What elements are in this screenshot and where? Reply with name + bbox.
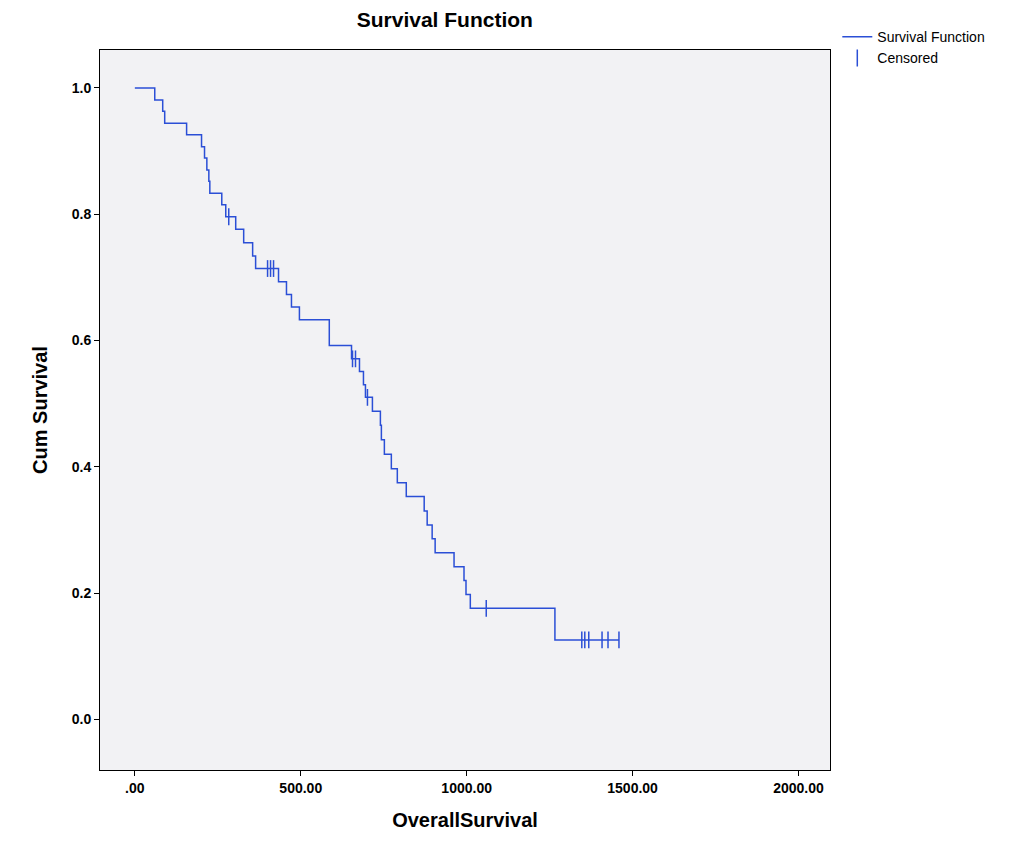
svg-text:0.2: 0.2	[72, 585, 92, 601]
svg-text:0.4: 0.4	[72, 459, 92, 475]
svg-text:0.8: 0.8	[72, 206, 92, 222]
svg-text:Censored: Censored	[877, 50, 938, 66]
svg-text:OverallSurvival: OverallSurvival	[392, 809, 538, 831]
svg-text:500.00: 500.00	[279, 780, 322, 796]
svg-text:Survival Function: Survival Function	[877, 29, 984, 45]
svg-text:1000.00: 1000.00	[441, 780, 492, 796]
svg-text:.00: .00	[125, 780, 145, 796]
svg-text:1500.00: 1500.00	[607, 780, 658, 796]
svg-text:0.6: 0.6	[72, 332, 92, 348]
svg-text:1.0: 1.0	[72, 80, 92, 96]
svg-text:Survival Function: Survival Function	[357, 8, 533, 31]
svg-text:Cum Survival: Cum Survival	[29, 346, 51, 474]
svg-text:0.0: 0.0	[72, 711, 92, 727]
svg-text:2000.00: 2000.00	[773, 780, 824, 796]
